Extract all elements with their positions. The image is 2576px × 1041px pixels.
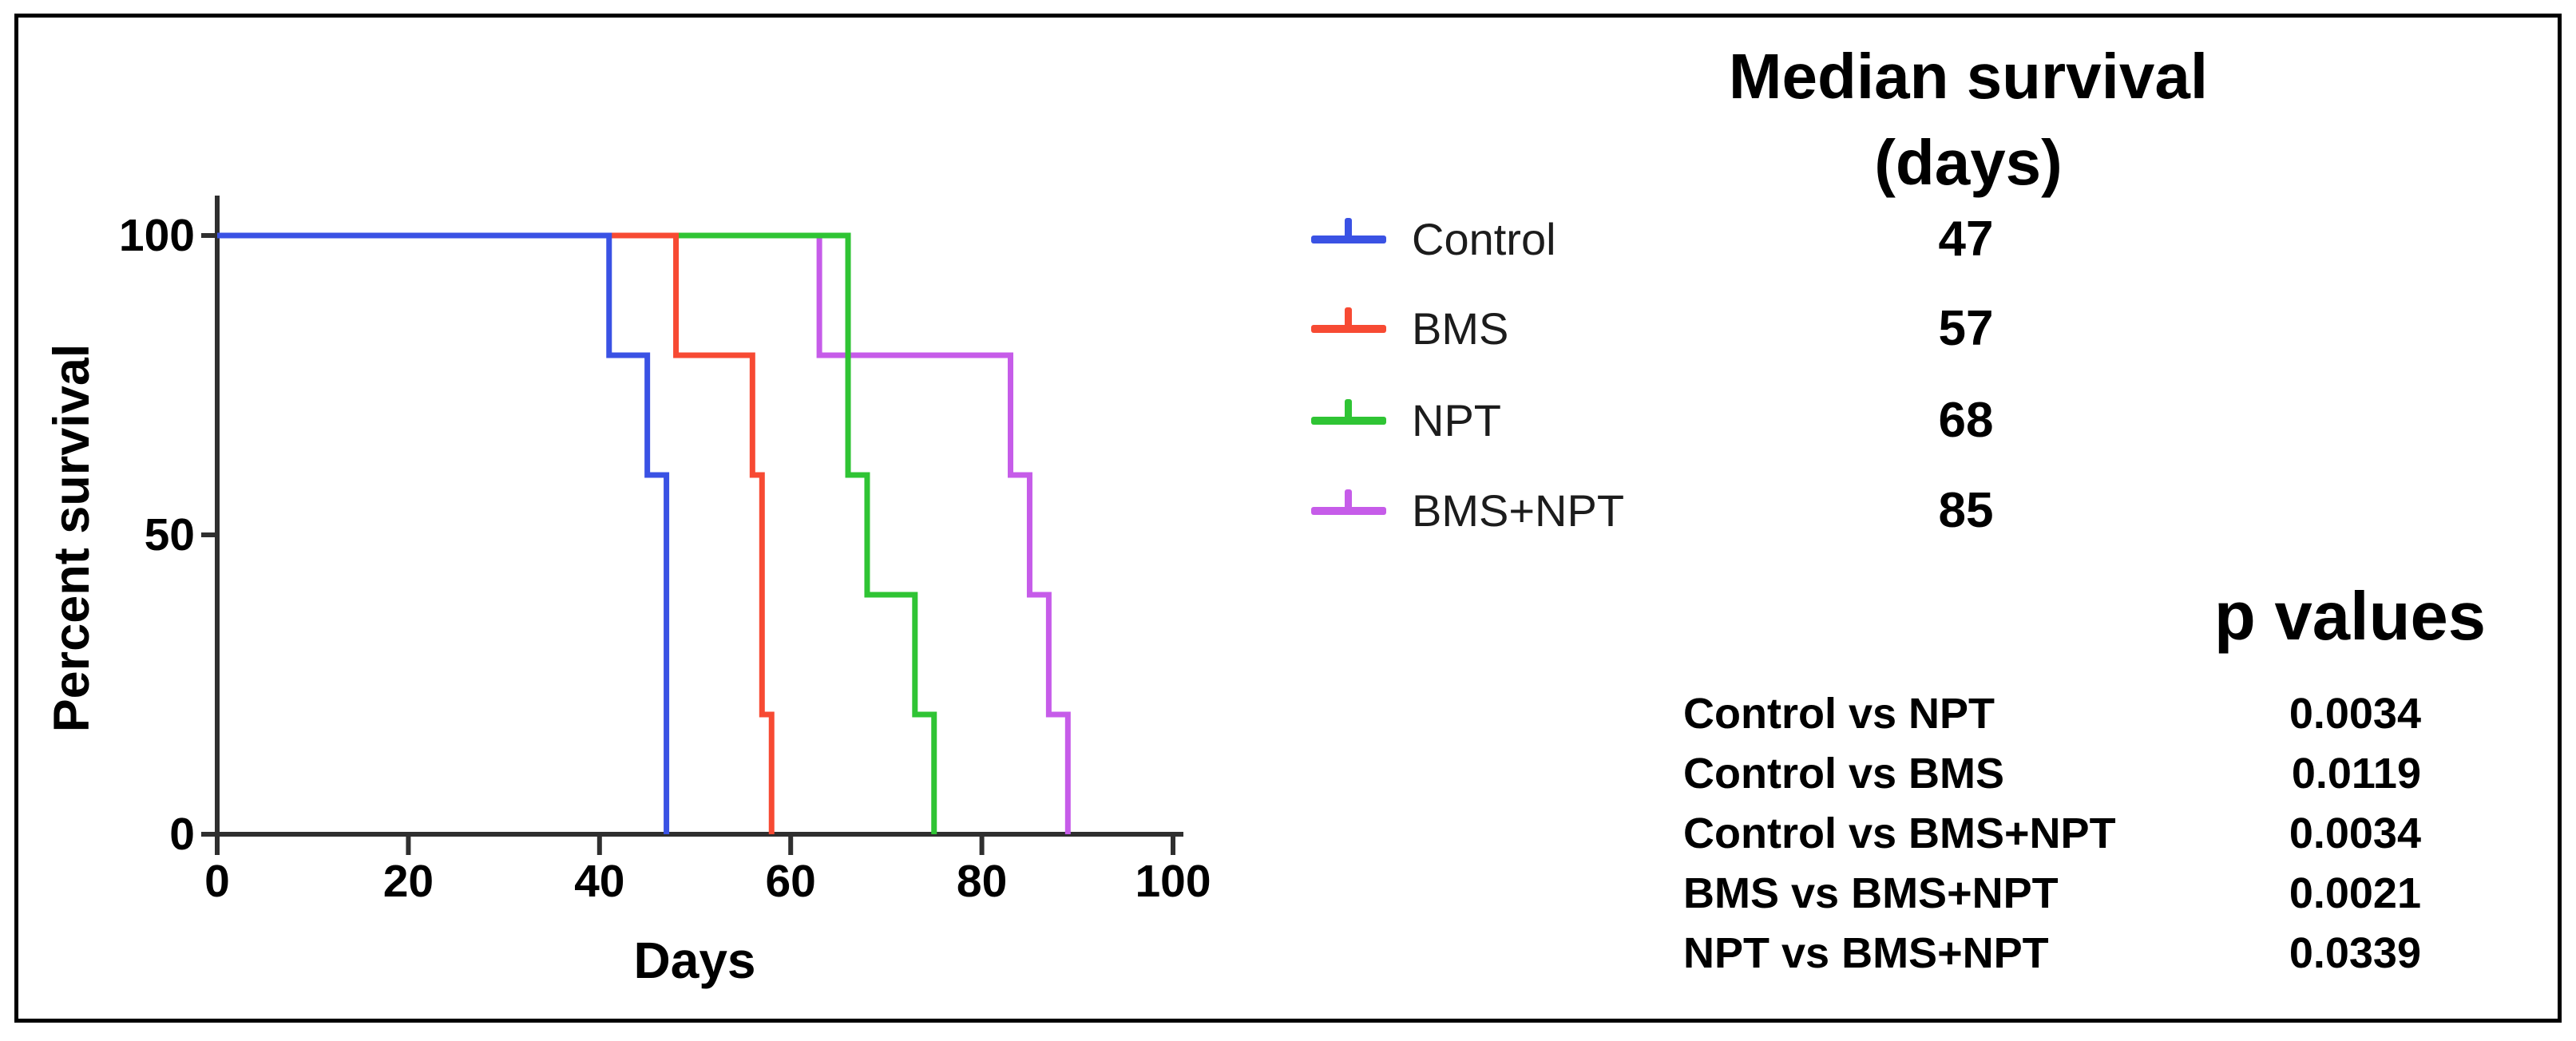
median-value-bms-npt: 85 (1938, 483, 1994, 538)
x-tick-label: 0 (204, 856, 230, 907)
legend-key-tick-icon-npt (1345, 399, 1352, 423)
x-tick-label: 20 (382, 856, 434, 907)
p-value-row-label: NPT vs BMS+NPT (1683, 928, 2049, 977)
median-survival-heading-line1: Median survival (1728, 41, 2209, 112)
p-value-row-value: 0.0119 (2291, 749, 2421, 798)
curve-npt (217, 232, 937, 834)
y-axis-title: Percent survival (44, 343, 100, 733)
legend-key-tick-icon-bms-npt (1345, 489, 1352, 513)
p-value-row: Control vs BMS 0.0119 (1683, 743, 2421, 803)
x-tick-label: 40 (574, 856, 625, 907)
y-tick-label: 0 (169, 809, 195, 860)
y-tick-label: 50 (144, 509, 195, 560)
curve-control (217, 232, 670, 834)
median-value-npt: 68 (1938, 393, 1994, 448)
curve-bms (217, 232, 775, 834)
median-survival-heading: Median survival (days) (1649, 34, 2288, 206)
legend-label-bms: BMS (1412, 303, 1509, 354)
p-value-row: BMS vs BMS+NPT 0.0021 (1683, 863, 2421, 923)
p-value-row-label: Control vs BMS+NPT (1683, 809, 2116, 857)
legend-label-control: Control (1412, 214, 1556, 264)
legend-key-tick-icon-bms (1345, 307, 1352, 331)
legend-label-bms-npt: BMS+NPT (1412, 485, 1625, 536)
legend-label-npt: NPT (1412, 395, 1501, 445)
p-value-row-value: 0.0339 (2289, 928, 2421, 977)
p-value-row-label: Control vs NPT (1683, 689, 1995, 738)
legend-key-tick-icon-control (1345, 218, 1352, 242)
x-axis-title: Days (633, 932, 756, 989)
p-value-row-label: BMS vs BMS+NPT (1683, 869, 2059, 917)
p-value-row-value: 0.0034 (2289, 809, 2421, 857)
x-tick-label: 60 (765, 856, 816, 907)
p-value-row-label: Control vs BMS (1683, 749, 2005, 798)
y-tick-label: 100 (118, 210, 195, 261)
p-values-heading: p values (2213, 579, 2487, 655)
p-values-table: Control vs NPT 0.0034 Control vs BMS 0.0119… (1683, 683, 2421, 983)
x-tick-label: 80 (956, 856, 1008, 907)
median-value-control: 47 (1938, 212, 1994, 267)
median-value-bms: 57 (1938, 301, 1994, 356)
p-value-row-value: 0.0034 (2289, 689, 2421, 738)
curve-bms-npt (217, 232, 1071, 834)
p-value-row-value: 0.0021 (2289, 869, 2421, 917)
p-value-row: NPT vs BMS+NPT 0.0339 (1683, 923, 2421, 983)
median-survival-heading-line2: (days) (1874, 127, 2063, 198)
x-tick-label: 100 (1135, 856, 1211, 907)
p-value-row: Control vs NPT 0.0034 (1683, 683, 2421, 743)
p-value-row: Control vs BMS+NPT 0.0034 (1683, 803, 2421, 863)
figure-border-frame (14, 14, 2562, 1023)
